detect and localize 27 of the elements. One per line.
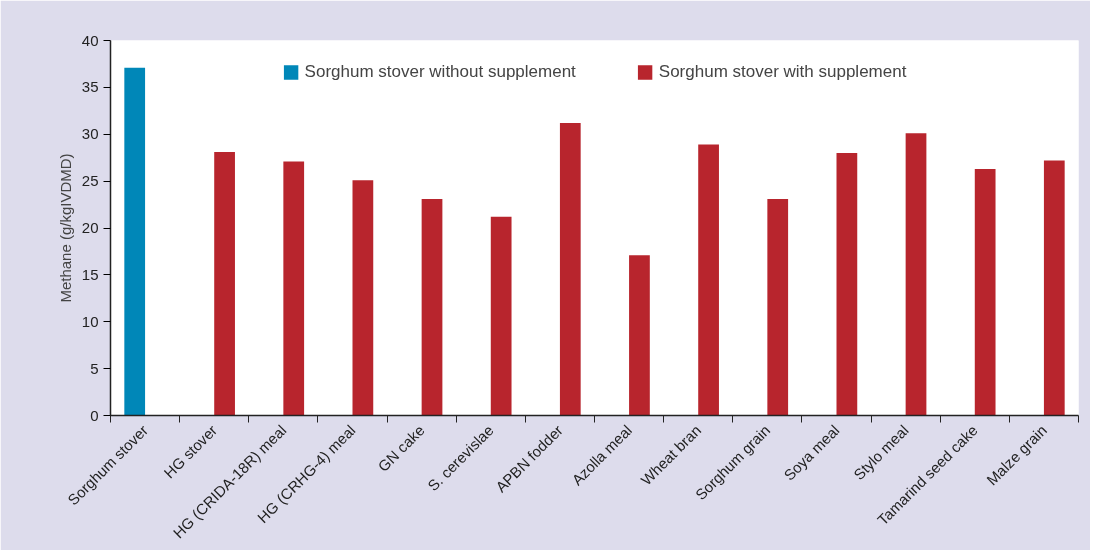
legend-label: Sorghum stover with supplement <box>658 62 907 82</box>
y-tick-label: 35 <box>81 78 99 96</box>
bar <box>214 152 235 416</box>
y-tick-label: 5 <box>90 359 99 377</box>
x-tick-label: GN cake <box>374 421 428 475</box>
legend-label: Sorghum stover without supplement <box>304 62 576 82</box>
bar <box>352 180 374 416</box>
bar <box>767 198 789 416</box>
y-tick-label: 40 <box>81 31 99 49</box>
bar <box>421 198 443 416</box>
y-tick-label: 10 <box>81 312 99 330</box>
bar <box>1043 160 1065 416</box>
y-tick-label: 0 <box>90 406 99 424</box>
y-tick-label: 25 <box>81 172 99 190</box>
bar <box>629 255 650 416</box>
bar <box>905 133 927 416</box>
bar <box>974 168 996 416</box>
y-tick-label: 15 <box>81 265 99 283</box>
y-axis-title: Methane (g/kgIVDMD) <box>56 153 74 303</box>
y-tick-label: 30 <box>81 125 99 143</box>
bar <box>836 153 858 416</box>
bar <box>124 67 146 416</box>
bar <box>698 144 719 416</box>
bar <box>490 216 512 416</box>
y-tick-label: 20 <box>81 219 99 236</box>
bar <box>559 123 581 416</box>
bar <box>283 161 305 416</box>
